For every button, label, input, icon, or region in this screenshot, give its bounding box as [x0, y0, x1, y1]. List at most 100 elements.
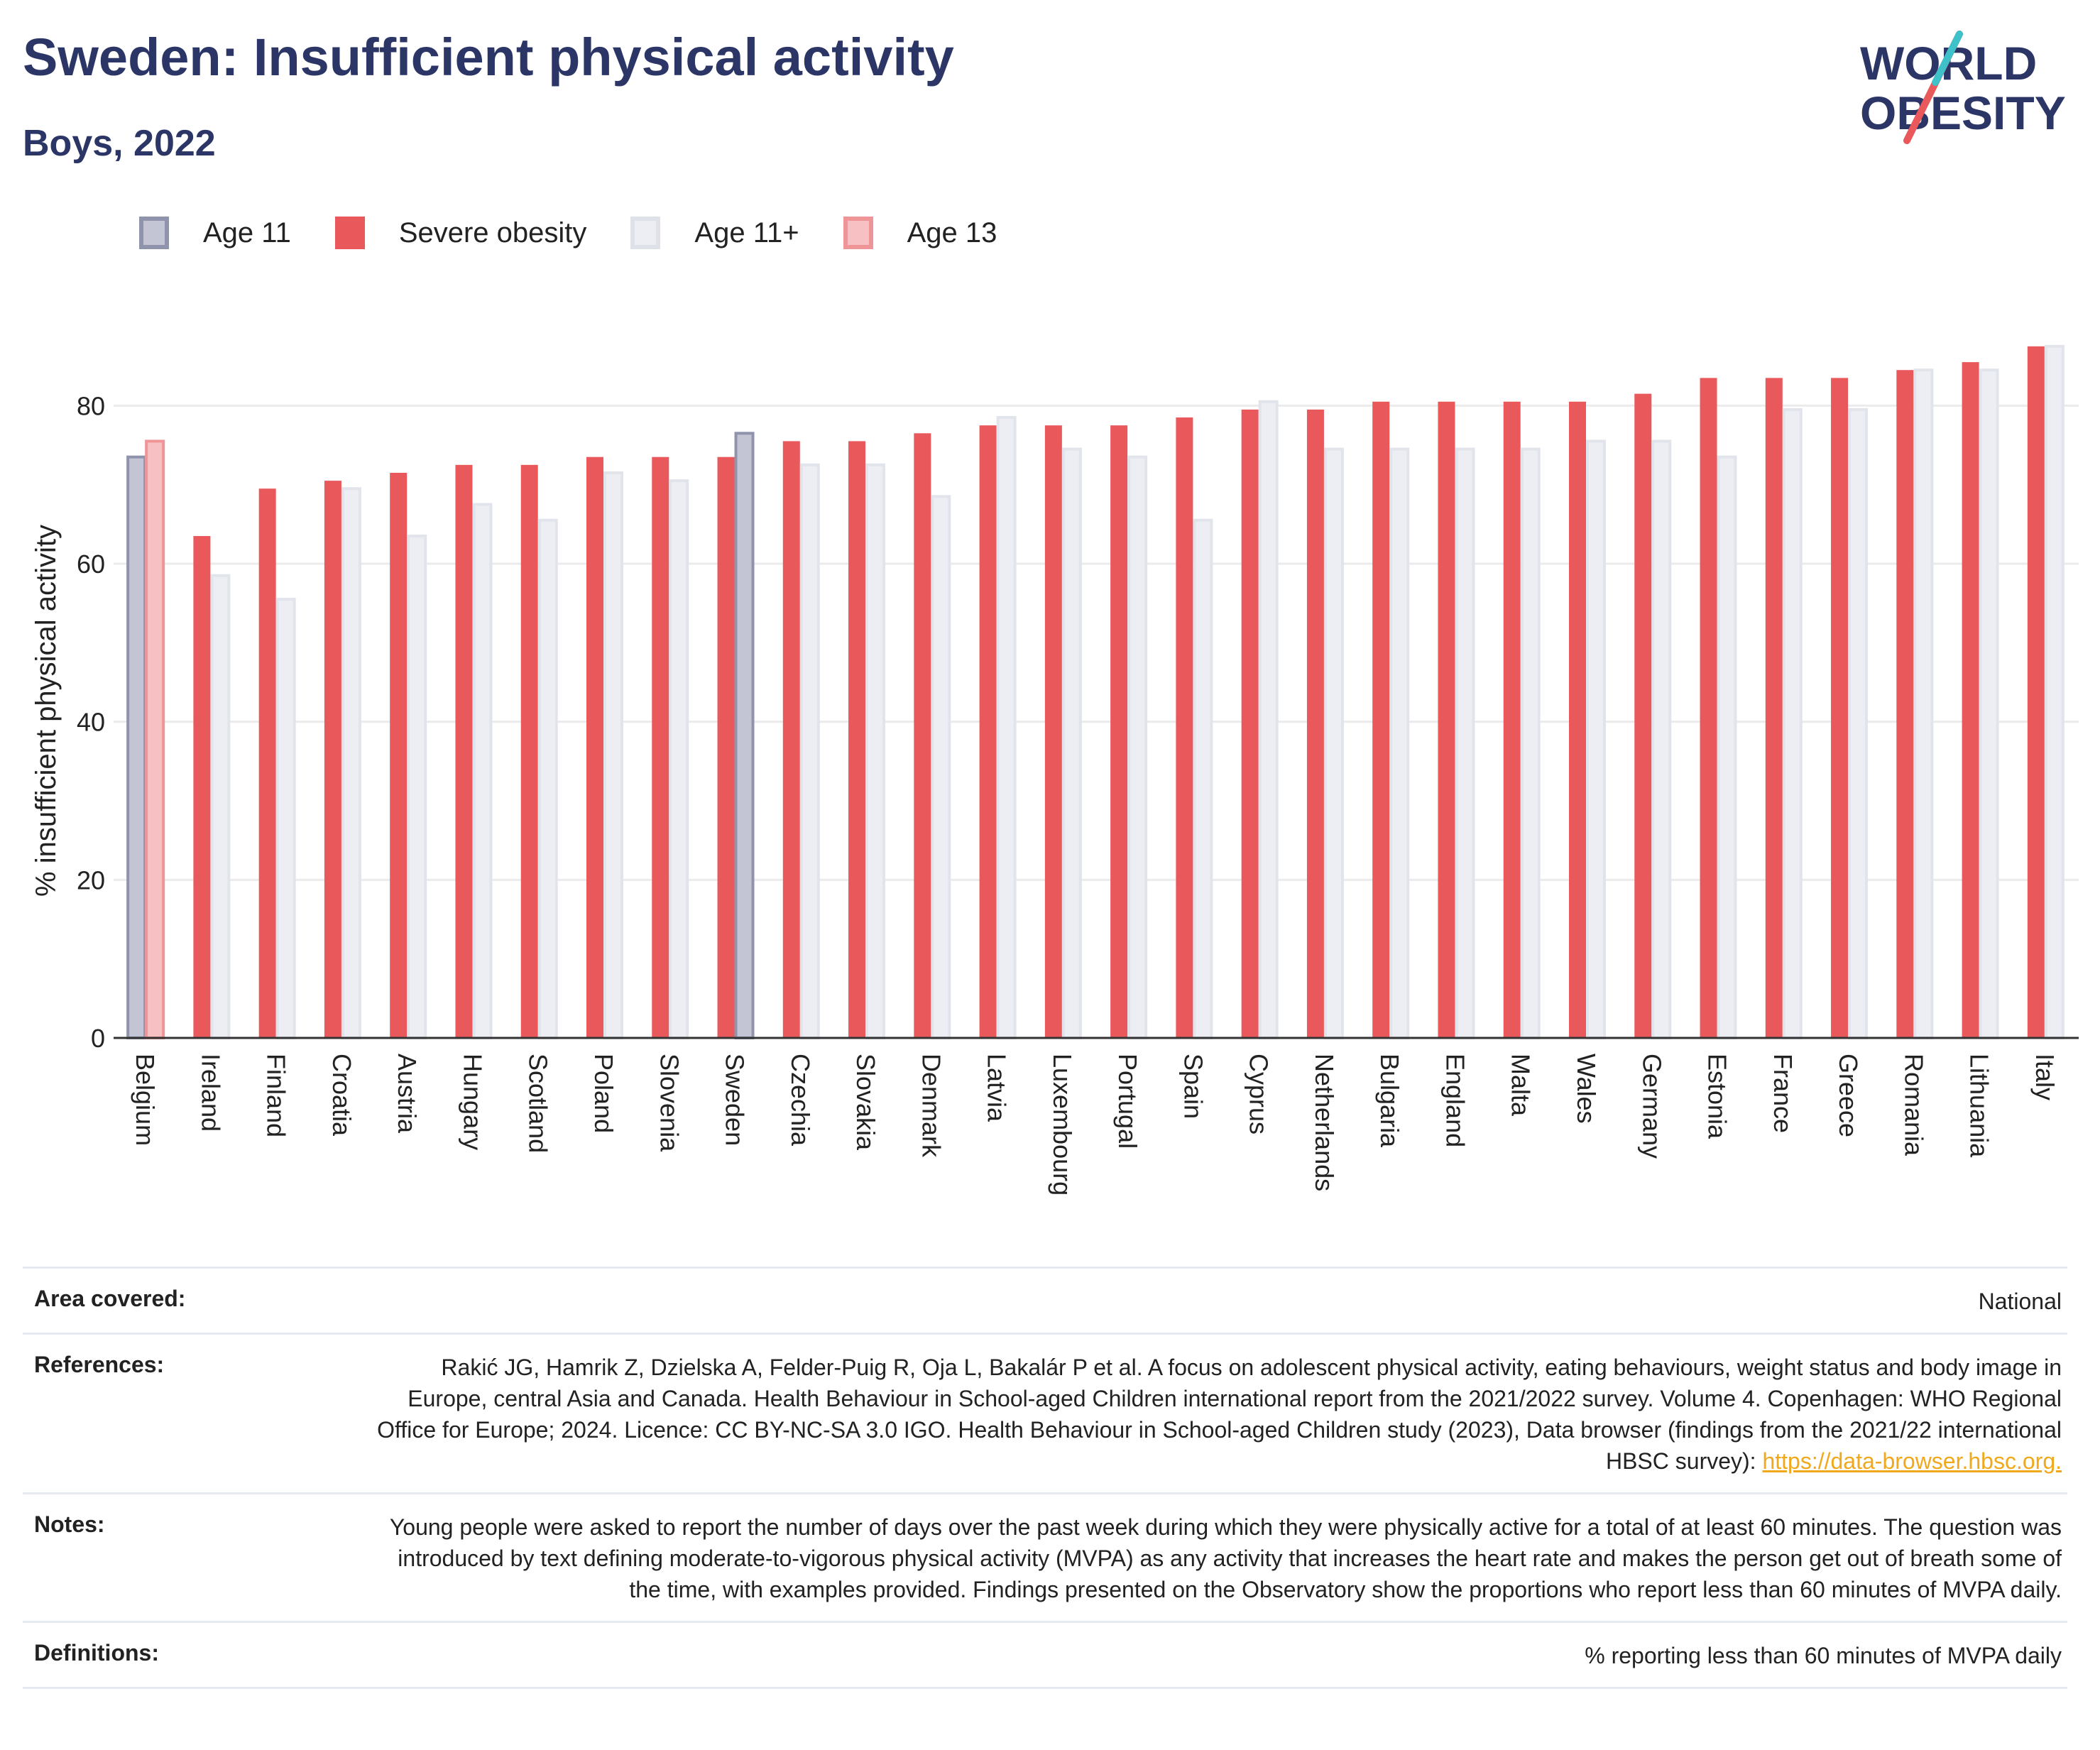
legend-item-severe-obesity[interactable]: Severe obesity — [334, 217, 587, 249]
bar-sweden-age-11[interactable] — [734, 432, 755, 1040]
bar-czechia-age-11-[interactable] — [799, 463, 820, 1040]
bar-hungary-age-11-[interactable] — [472, 503, 493, 1039]
bar-estonia-severe-obesity[interactable] — [1700, 378, 1717, 1038]
info-row-notes: Notes: Young people were asked to report… — [23, 1492, 2067, 1621]
x-tick-label: Netherlands — [1310, 1054, 1339, 1191]
bar-slovenia-age-11-[interactable] — [669, 479, 689, 1040]
bar-cyprus-age-11-[interactable] — [1258, 400, 1279, 1039]
bar-czechia-severe-obesity[interactable] — [782, 441, 800, 1038]
bar-latvia-severe-obesity[interactable] — [979, 425, 997, 1038]
bar-croatia-age-11-[interactable] — [341, 487, 361, 1039]
bars — [126, 344, 2065, 1040]
bar-wales-severe-obesity[interactable] — [1569, 401, 1586, 1038]
bar-austria-severe-obesity[interactable] — [390, 472, 408, 1038]
bar-italy-age-11-[interactable] — [2044, 344, 2065, 1040]
bar-bulgaria-severe-obesity[interactable] — [1372, 401, 1390, 1038]
bar-chart: 0 20 40 60 80 Belgium Ireland Finland Croatia Au… — [31, 344, 2079, 1196]
legend-item-age-11[interactable]: Age 11 — [139, 217, 291, 249]
bar-greece-age-11-[interactable] — [1848, 408, 1869, 1039]
bar-germany-age-11-[interactable] — [1651, 439, 1672, 1039]
bar-germany-severe-obesity[interactable] — [1634, 393, 1652, 1038]
bar-netherlands-severe-obesity[interactable] — [1306, 409, 1324, 1038]
bar-slovakia-age-11-[interactable] — [865, 463, 886, 1040]
bar-malta-age-11-[interactable] — [1520, 447, 1541, 1040]
x-tick-label: Italy — [2030, 1054, 2060, 1100]
legend-item-age-11-plus[interactable]: Age 11+ — [630, 217, 799, 249]
bar-slovenia-severe-obesity[interactable] — [652, 456, 669, 1038]
bar-belgium-age-11[interactable] — [126, 455, 147, 1039]
x-tick-label: Cyprus — [1245, 1054, 1274, 1134]
bar-romania-severe-obesity[interactable] — [1896, 370, 1914, 1038]
bar-italy-severe-obesity[interactable] — [2027, 346, 2045, 1038]
bar-luxembourg-age-11-[interactable] — [1061, 447, 1082, 1040]
bar-croatia-severe-obesity[interactable] — [324, 481, 341, 1038]
bar-finland-severe-obesity[interactable] — [258, 488, 276, 1038]
x-tick-label: Finland — [262, 1054, 291, 1137]
bar-portugal-severe-obesity[interactable] — [1110, 425, 1128, 1038]
x-tick-label: Scotland — [524, 1054, 553, 1153]
grid-lines — [114, 404, 2079, 881]
bar-belgium-age-13[interactable] — [145, 439, 165, 1039]
bar-poland-severe-obesity[interactable] — [586, 456, 603, 1038]
bar-finland-age-11-[interactable] — [275, 598, 296, 1040]
x-tick-label: France — [1768, 1054, 1798, 1133]
y-tick-label: 60 — [77, 549, 105, 579]
bar-romania-age-11-[interactable] — [1913, 368, 1934, 1039]
bar-hungary-severe-obesity[interactable] — [455, 464, 473, 1038]
legend-label: Severe obesity — [398, 217, 587, 248]
bar-latvia-age-11-[interactable] — [996, 416, 1017, 1040]
y-tick-label: 40 — [77, 708, 105, 737]
bar-england-severe-obesity[interactable] — [1438, 401, 1455, 1038]
bar-sweden-severe-obesity[interactable] — [717, 456, 735, 1038]
x-tick-label: Ireland — [196, 1054, 225, 1132]
x-tick-label: Sweden — [721, 1054, 750, 1146]
info-key: Notes: — [34, 1511, 105, 1537]
info-row-definitions: Definitions: % reporting less than 60 mi… — [23, 1621, 2067, 1689]
bar-malta-severe-obesity[interactable] — [1503, 401, 1521, 1038]
y-tick-label: 80 — [77, 391, 105, 420]
x-tick-label: Austria — [393, 1054, 422, 1134]
info-value: National — [1978, 1289, 2062, 1314]
bar-cyprus-severe-obesity[interactable] — [1241, 409, 1259, 1038]
bar-denmark-severe-obesity[interactable] — [914, 433, 931, 1038]
legend-label: Age 13 — [907, 217, 997, 248]
info-key: References: — [34, 1352, 165, 1377]
bar-lithuania-age-11-[interactable] — [1979, 368, 1999, 1039]
x-tick-label: Romania — [1899, 1054, 1928, 1156]
bar-scotland-age-11-[interactable] — [537, 518, 558, 1039]
info-table: Area covered: National References: Rakić… — [23, 1267, 2067, 1689]
x-tick-label: Denmark — [917, 1054, 946, 1158]
logo-slash-teal — [1932, 31, 1963, 86]
bar-luxembourg-severe-obesity[interactable] — [1044, 425, 1062, 1038]
bar-ireland-severe-obesity[interactable] — [193, 536, 211, 1038]
bar-scotland-severe-obesity[interactable] — [520, 464, 538, 1038]
bar-portugal-age-11-[interactable] — [1127, 455, 1148, 1039]
y-tick-label: 0 — [91, 1024, 105, 1053]
legend-swatch — [843, 217, 873, 249]
legend-item-age-13[interactable]: Age 13 — [843, 217, 997, 249]
bar-poland-age-11-[interactable] — [603, 471, 623, 1039]
bar-austria-age-11-[interactable] — [407, 535, 427, 1039]
bar-bulgaria-age-11-[interactable] — [1389, 447, 1410, 1040]
bar-lithuania-severe-obesity[interactable] — [1962, 362, 1979, 1039]
x-tick-label: Slovenia — [655, 1054, 684, 1152]
x-tick-label: Latvia — [983, 1054, 1012, 1122]
bar-estonia-age-11-[interactable] — [1717, 455, 1737, 1039]
chart-title: Sweden: Insufficient physical activity — [23, 28, 954, 87]
bar-wales-age-11-[interactable] — [1586, 439, 1606, 1039]
x-tick-label: Wales — [1572, 1054, 1601, 1124]
bar-spain-age-11-[interactable] — [1193, 518, 1213, 1039]
bar-greece-severe-obesity[interactable] — [1831, 378, 1849, 1038]
info-key: Area covered: — [34, 1286, 186, 1311]
bar-france-age-11-[interactable] — [1782, 408, 1803, 1039]
bar-slovakia-severe-obesity[interactable] — [848, 441, 866, 1038]
bar-ireland-age-11-[interactable] — [210, 574, 231, 1039]
references-link[interactable]: https://data-browser.hbsc.org. — [1762, 1448, 2062, 1474]
x-tick-label: Belgium — [131, 1054, 160, 1146]
bar-denmark-age-11-[interactable] — [931, 495, 951, 1040]
bar-france-severe-obesity[interactable] — [1765, 378, 1783, 1038]
bar-england-age-11-[interactable] — [1455, 447, 1475, 1040]
bar-netherlands-age-11-[interactable] — [1323, 447, 1344, 1040]
y-tick-label: 20 — [77, 865, 105, 895]
bar-spain-severe-obesity[interactable] — [1176, 417, 1193, 1038]
